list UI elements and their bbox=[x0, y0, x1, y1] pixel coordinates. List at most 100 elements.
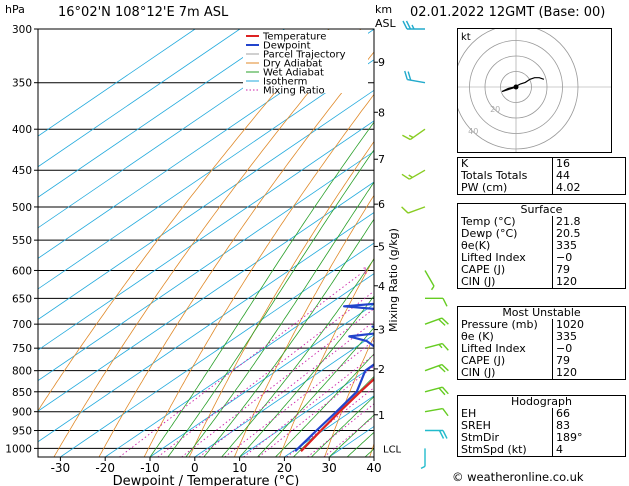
mu-pressure-label: Pressure (mb) bbox=[457, 319, 553, 331]
wind-barb-flag bbox=[441, 364, 449, 372]
legend-label: Dry Adiabat bbox=[263, 59, 322, 70]
temperature-tick-label: 0 bbox=[191, 461, 199, 475]
wind-barb bbox=[401, 206, 426, 214]
sreh-label: SREH bbox=[457, 420, 553, 432]
wind-barb bbox=[404, 70, 426, 84]
k-index-value: 16 bbox=[552, 157, 626, 170]
isotherm-line bbox=[38, 89, 374, 320]
pressure-tick-label: 400 bbox=[12, 124, 32, 136]
legend-label: Temperature bbox=[262, 32, 326, 43]
dry-adiabat-line bbox=[324, 335, 374, 457]
wet-adiabat-line bbox=[311, 396, 374, 457]
surface-li-value: −0 bbox=[552, 252, 626, 264]
surface-section-title: Surface bbox=[457, 203, 626, 216]
wind-barb-staff bbox=[424, 317, 443, 325]
wet-adiabat-line bbox=[221, 258, 374, 457]
hodograph-section-title: Hodograph bbox=[457, 395, 626, 408]
isotherm-line bbox=[38, 59, 374, 290]
isotherm-line bbox=[38, 120, 374, 351]
mixing-ratio-line bbox=[243, 354, 374, 457]
km-tick-label: 3 bbox=[378, 324, 385, 337]
dry-adiabat-line bbox=[143, 93, 374, 457]
pressure-tick-label: 750 bbox=[12, 343, 32, 355]
hodograph-ring-label: 20 bbox=[490, 105, 500, 114]
wet-adiabat-line bbox=[275, 353, 374, 457]
wind-barb bbox=[402, 128, 426, 141]
pressure-tick-label: 350 bbox=[12, 78, 32, 90]
mu-thetae-value: 335 bbox=[552, 331, 626, 343]
pressure-tick-label: 900 bbox=[12, 407, 32, 419]
wind-barb-half bbox=[411, 24, 415, 30]
mixing-ratio-axis-title: Mixing Ratio (g/kg) bbox=[387, 228, 400, 332]
wind-barb bbox=[424, 317, 449, 326]
wind-barb-flag bbox=[438, 365, 446, 373]
surface-dewp-label: Dewp (°C) bbox=[457, 228, 553, 240]
wind-barb-flag bbox=[402, 20, 408, 30]
temperature-profile bbox=[300, 377, 374, 452]
mixing-ratio-line bbox=[198, 321, 374, 457]
temperature-tick-label: 10 bbox=[232, 461, 247, 475]
wind-barb-flag bbox=[401, 206, 409, 214]
hodograph-plot: kt 20 40 bbox=[458, 29, 611, 152]
pressure-tick-label: 800 bbox=[12, 366, 32, 378]
dry-adiabat-line bbox=[53, 29, 362, 457]
totals-totals-value: 44 bbox=[552, 170, 626, 182]
dry-adiabat-line bbox=[38, 29, 330, 412]
mixing-ratio-line bbox=[224, 339, 374, 457]
mixing-ratio-label: 1 bbox=[362, 266, 367, 275]
mu-cape-value: 79 bbox=[552, 355, 626, 367]
isotherm-line bbox=[38, 29, 196, 137]
wind-barb-staff bbox=[407, 206, 426, 214]
pressure-tick-label: 950 bbox=[12, 426, 32, 438]
isotherm-line bbox=[38, 29, 330, 229]
most-unstable-section-title: Most Unstable bbox=[457, 306, 626, 319]
wet-adiabat-line bbox=[257, 326, 374, 457]
pw-label: PW (cm) bbox=[457, 182, 553, 195]
pressure-unit-label: hPa bbox=[5, 3, 25, 16]
wind-barb bbox=[402, 20, 425, 30]
indices-table-most-unstable: Most Unstable Pressure (mb) 1020 θe (K) 33… bbox=[457, 306, 626, 380]
surface-cape-value: 79 bbox=[552, 264, 626, 276]
pressure-tick-label: 300 bbox=[12, 24, 32, 36]
wind-barb-flag bbox=[442, 430, 448, 439]
km-tick-label: 4 bbox=[378, 280, 385, 293]
pressure-tick-label: 650 bbox=[12, 293, 32, 305]
x-axis-title: Dewpoint / Temperature (°C) bbox=[113, 474, 300, 486]
mixing-ratio-line bbox=[181, 308, 374, 457]
pressure-tick-label: 1000 bbox=[5, 443, 32, 455]
eh-label: EH bbox=[457, 408, 553, 420]
wind-barb-flag bbox=[442, 297, 448, 307]
surface-cape-label: CAPE (J) bbox=[457, 264, 553, 276]
legend-label: Isotherm bbox=[263, 77, 307, 88]
wind-barb-flag bbox=[438, 387, 446, 396]
wind-barb-flag bbox=[401, 173, 410, 180]
km-tick-label: 9 bbox=[378, 56, 385, 69]
wet-adiabat-line bbox=[203, 218, 374, 457]
wind-barb-half bbox=[408, 174, 413, 179]
temperature-tick-label: 20 bbox=[277, 461, 292, 475]
mu-li-value: −0 bbox=[552, 343, 626, 355]
surface-cin-label: CIN (J) bbox=[457, 276, 553, 289]
wind-barb bbox=[424, 386, 449, 396]
legend-label: Dewpoint bbox=[263, 41, 311, 52]
asl-label: ASL bbox=[375, 17, 397, 30]
isotherm-line bbox=[38, 29, 374, 259]
legend-box bbox=[243, 30, 368, 93]
km-tick-label: 7 bbox=[378, 153, 385, 166]
forecast-datetime: 02.01.2022 12GMT (Base: 00) bbox=[410, 5, 606, 20]
wind-barb bbox=[424, 342, 449, 351]
lcl-label: LCL bbox=[383, 444, 402, 455]
wind-barb-half bbox=[438, 343, 443, 349]
eh-value: 66 bbox=[552, 408, 626, 420]
hodograph-origin bbox=[513, 84, 519, 90]
wind-barb-staff bbox=[409, 169, 426, 180]
wind-barb-half bbox=[408, 134, 414, 139]
copyright-link[interactable]: © weatheronline.co.uk bbox=[452, 470, 584, 484]
mu-li-label: Lifted Index bbox=[457, 343, 553, 355]
km-tick-label: 8 bbox=[378, 106, 385, 119]
wind-barb bbox=[401, 169, 426, 180]
hodograph-panel: kt 20 40 bbox=[457, 28, 612, 153]
surface-li-label: Lifted Index bbox=[457, 252, 553, 264]
pressure-tick-label: 850 bbox=[12, 387, 32, 399]
